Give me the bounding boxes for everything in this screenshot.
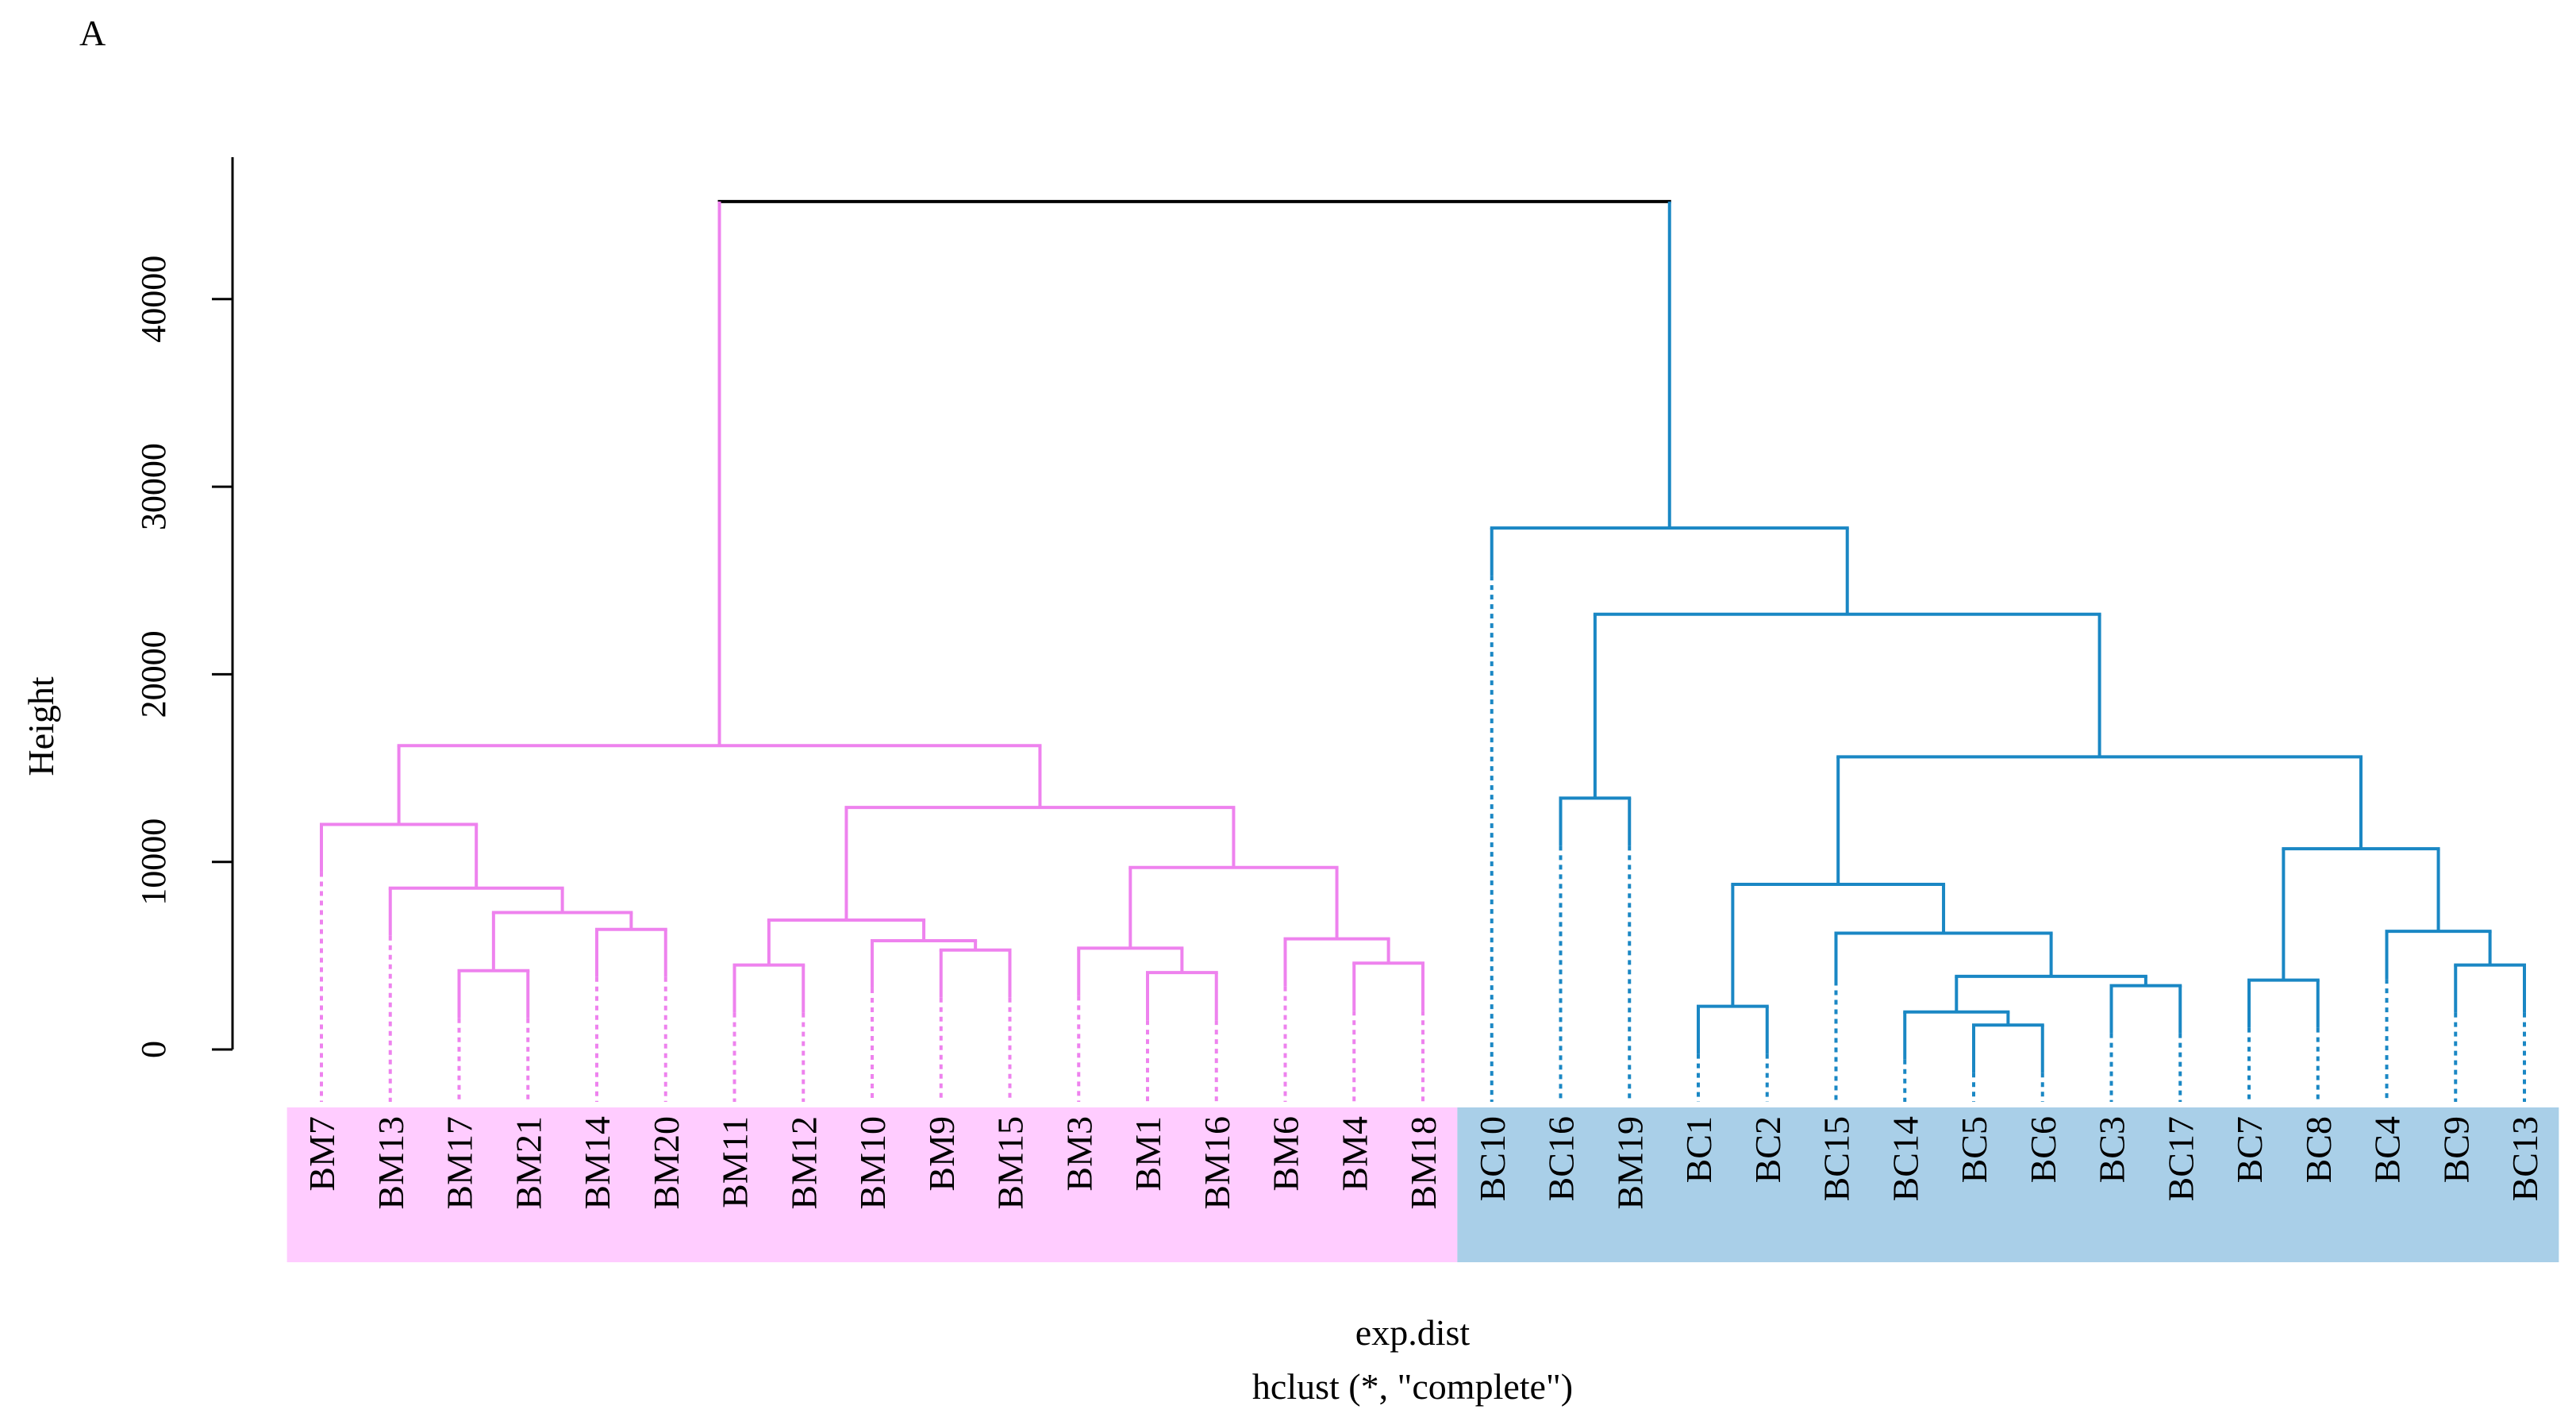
leaf-label-bc2: BC2 [1747, 1116, 1788, 1183]
leaf-label-bc17: BC17 [2160, 1116, 2201, 1201]
leaf-label-bm19: BM19 [1609, 1116, 1650, 1210]
group-band-bc [1457, 1107, 2559, 1262]
leaf-label-bm3: BM3 [1059, 1116, 1099, 1192]
leaf-label-bm15: BM15 [990, 1116, 1031, 1210]
group-bands [286, 1107, 2559, 1262]
leaf-label-bm14: BM14 [577, 1116, 617, 1210]
leaf-label-bm6: BM6 [1266, 1116, 1306, 1192]
leaf-label-bc16: BC16 [1541, 1116, 1582, 1201]
leaf-label-bc13: BC13 [2505, 1116, 2545, 1201]
x-axis-label: exp.dist [1355, 1312, 1471, 1353]
leaf-label-bm12: BM12 [783, 1116, 824, 1210]
leaf-label-bm17: BM17 [440, 1116, 480, 1210]
leaf-label-bm20: BM20 [646, 1116, 686, 1210]
leaf-label-bm18: BM18 [1403, 1116, 1444, 1210]
leaf-label-bm16: BM16 [1197, 1116, 1237, 1210]
leaf-label-bm10: BM10 [852, 1116, 893, 1210]
leaf-label-bm11: BM11 [715, 1116, 755, 1208]
leaf-label-bc9: BC9 [2436, 1116, 2476, 1183]
leaf-label-bc4: BC4 [2367, 1116, 2408, 1183]
y-axis: 0 10000 20000 30000 40000 [134, 157, 234, 1058]
leaf-label-bc6: BC6 [2023, 1116, 2063, 1183]
leaf-label-bm7: BM7 [302, 1116, 342, 1192]
y-tick-label-10000: 10000 [134, 818, 173, 906]
y-tick-label-20000: 20000 [134, 630, 173, 718]
dendrogram-branches [320, 199, 2526, 1102]
chart-subtitle: hclust (*, "complete") [1252, 1366, 1573, 1407]
y-tick-label-30000: 30000 [134, 443, 173, 530]
leaf-labels: BM7 BM13 BM17 BM21 BM14 BM20 BM11 BM12 BM10 BM9 BM… [302, 1116, 2545, 1210]
leaf-label-bm9: BM9 [921, 1116, 962, 1192]
leaf-label-bc3: BC3 [2092, 1116, 2132, 1183]
leaf-label-bm13: BM13 [371, 1116, 411, 1210]
leaf-label-bc15: BC15 [1817, 1116, 1857, 1201]
leaf-label-bm4: BM4 [1334, 1116, 1375, 1192]
leaf-label-bm1: BM1 [1128, 1116, 1168, 1192]
leaf-label-bc1: BC1 [1678, 1116, 1719, 1183]
leaf-label-bc5: BC5 [1954, 1116, 1994, 1183]
leaf-label-bm21: BM21 [508, 1116, 548, 1210]
leaf-label-bc10: BC10 [1472, 1116, 1513, 1201]
group-band-bm [286, 1107, 1458, 1262]
leaf-label-bc14: BC14 [1885, 1116, 1925, 1201]
y-axis-label: Height [21, 676, 61, 776]
leaf-label-bc8: BC8 [2298, 1116, 2339, 1183]
y-tick-label-0: 0 [134, 1041, 173, 1058]
leaf-label-bc7: BC7 [2229, 1116, 2270, 1183]
y-tick-label-40000: 40000 [134, 256, 173, 343]
panel-label: A [79, 13, 106, 53]
